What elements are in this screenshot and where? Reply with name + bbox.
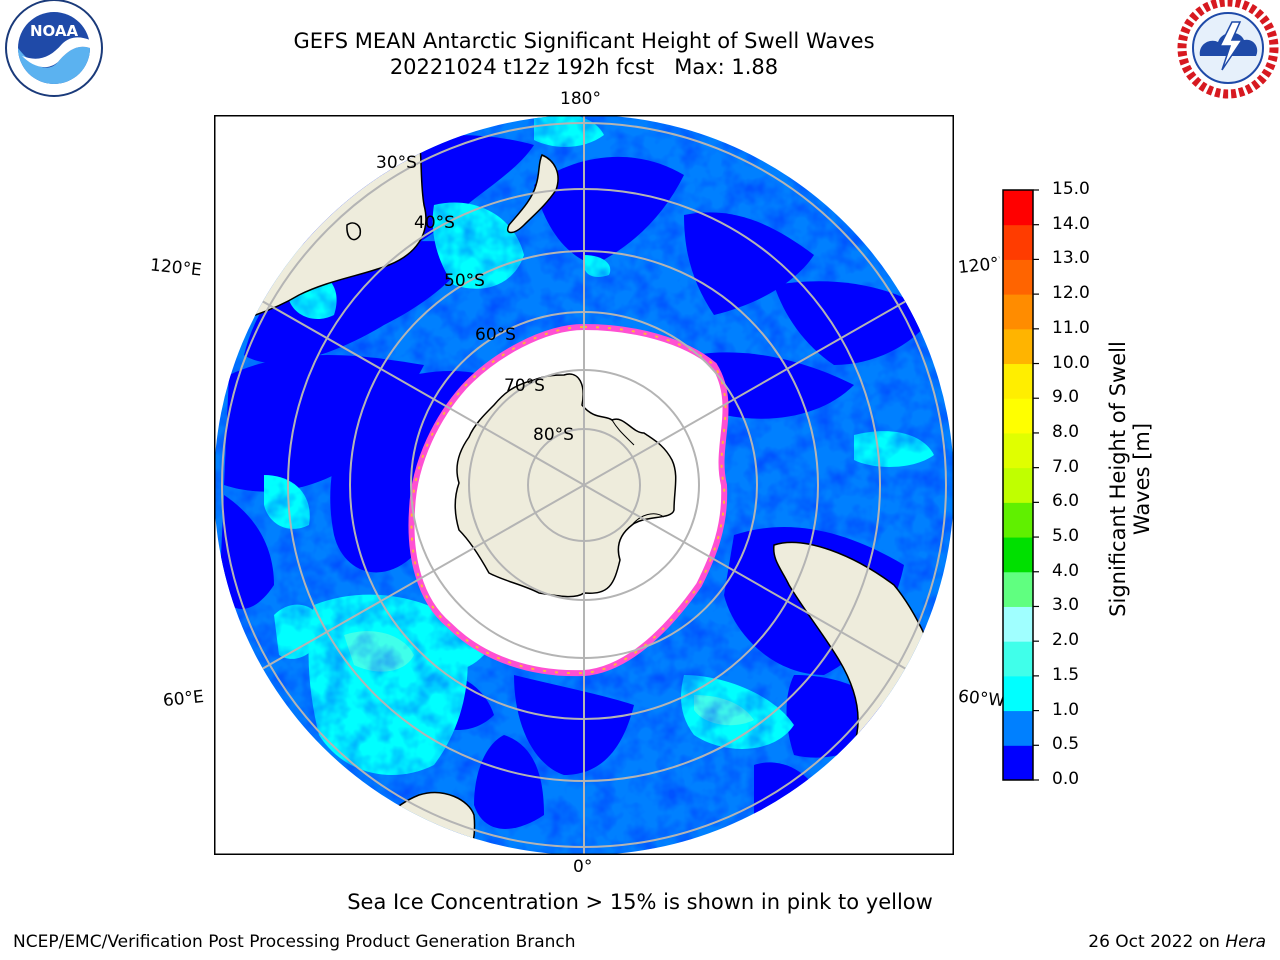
colorbar-tick-label: 15.0 <box>1052 179 1090 199</box>
colorbar-label: Significant Height of Swell Waves [m] <box>1106 319 1154 639</box>
sea-ice-note: Sea Ice Concentration > 15% is shown in … <box>347 890 933 914</box>
colorbar-tick-label: 0.0 <box>1052 769 1080 789</box>
colorbar-tick-label: 4.0 <box>1052 560 1080 581</box>
colorbar-tick-label: 5.0 <box>1052 526 1080 547</box>
colorbar-bin <box>1003 190 1033 226</box>
lat-label-40s: 40°S <box>414 213 455 233</box>
colorbar-bin <box>1003 710 1033 746</box>
colorbar-bin <box>1003 363 1033 399</box>
colorbar-bin <box>1003 328 1033 365</box>
colorbar-bin <box>1003 606 1033 642</box>
lat-label-30s: 30°S <box>376 153 417 173</box>
colorbar-tick-label: 14.0 <box>1052 213 1090 234</box>
graticule <box>214 115 954 855</box>
colorbar-tick-label: 1.0 <box>1052 699 1080 720</box>
colorbar-tick-label: 1.5 <box>1052 664 1080 685</box>
colorbar-bin <box>1003 398 1033 434</box>
colorbar-bin <box>1003 675 1033 712</box>
colorbar-tick-label: 3.0 <box>1052 595 1080 616</box>
map-frame <box>214 115 954 855</box>
date-stamp: 26 Oct 2022 on Hera <box>1088 932 1266 952</box>
noaa-logo: NOAA <box>5 0 103 97</box>
colorbar-bin <box>1003 502 1033 538</box>
colorbar-tick-label: 0.5 <box>1052 734 1080 755</box>
date-text: 26 Oct 2022 on <box>1088 932 1220 952</box>
lat-label-70s: 70°S <box>504 376 545 396</box>
credit-text: NCEP/EMC/Verification Post Processing Pr… <box>13 932 576 952</box>
colorbar-tick-label: 7.0 <box>1052 456 1080 477</box>
polar-map: 30°S 40°S 50°S 60°S 70°S 80°S <box>214 115 954 855</box>
colorbar-bin <box>1003 224 1033 260</box>
colorbar-tick-label: 8.0 <box>1052 421 1080 442</box>
lat-label-50s: 50°S <box>444 271 485 291</box>
colorbar-label-line2: Waves [m] <box>1130 422 1154 536</box>
host-name: Hera <box>1225 932 1266 952</box>
colorbar-bin <box>1003 641 1033 677</box>
colorbar <box>1002 189 1039 781</box>
colorbar-tick-label: 11.0 <box>1052 317 1090 338</box>
colorbar-tick-label: 9.0 <box>1052 387 1080 408</box>
noaa-logo-text: NOAA <box>30 22 79 40</box>
lon-label-120w: 120°W <box>957 253 1001 279</box>
nws-logo <box>1177 0 1279 99</box>
lon-label-180: 180° <box>560 89 601 109</box>
colorbar-bin <box>1003 571 1033 607</box>
colorbar-bin <box>1003 537 1033 573</box>
lon-label-120e: 120°E <box>149 255 203 281</box>
lon-label-60w: 60°W <box>957 686 1006 712</box>
colorbar-tick-label: 12.0 <box>1052 283 1090 304</box>
lon-label-0: 0° <box>573 857 593 877</box>
lon-label-60e: 60°E <box>162 686 205 712</box>
colorbar-tick-label: 10.0 <box>1052 352 1090 373</box>
chart-subtitle: 20221024 t12z 192h fcst Max: 1.88 <box>389 55 779 79</box>
colorbar-bin <box>1003 432 1033 469</box>
colorbar-tick-label: 13.0 <box>1052 248 1090 269</box>
colorbar-bin <box>1003 294 1033 330</box>
colorbar-bin <box>1003 467 1033 503</box>
lat-label-80s: 80°S <box>533 425 574 445</box>
colorbar-label-line1: Significant Height of Swell <box>1106 341 1130 617</box>
colorbar-bin <box>1003 259 1033 295</box>
colorbar-tick-label: 2.0 <box>1052 630 1080 651</box>
colorbar-bin <box>1003 745 1033 781</box>
chart-title: GEFS MEAN Antarctic Significant Height o… <box>293 29 875 53</box>
lat-label-60s: 60°S <box>475 325 516 345</box>
colorbar-tick-label: 6.0 <box>1052 491 1080 512</box>
